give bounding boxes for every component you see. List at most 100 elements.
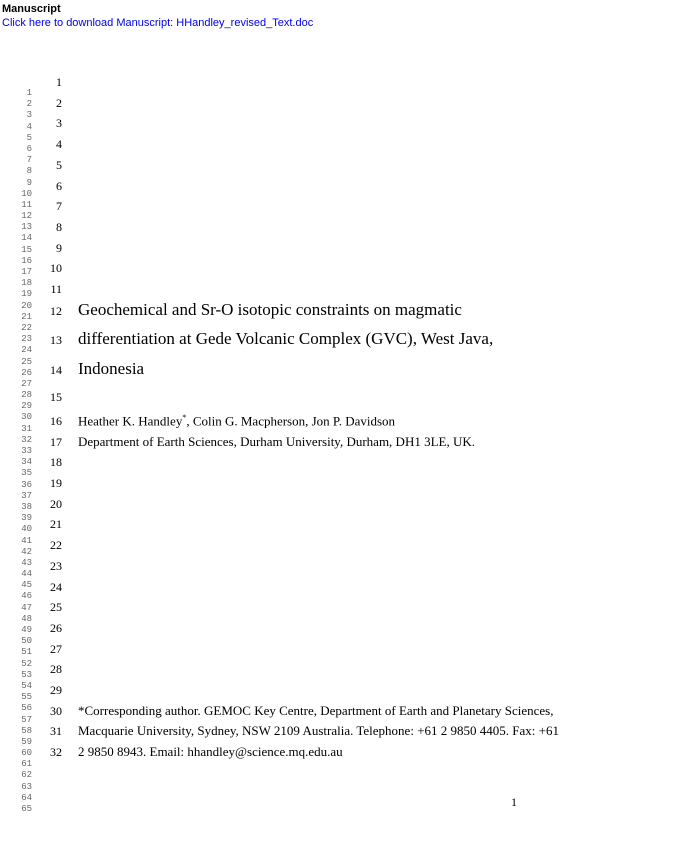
margin-line-num: 44 [0,569,35,580]
content-line: 10 [42,258,642,279]
content-line: 1 [42,72,642,93]
doc-line-number: 9 [42,238,62,259]
content-line: 19 [42,473,642,494]
margin-line-num: 50 [0,636,35,647]
margin-line-num: 7 [0,155,35,166]
body-line: Heather K. Handley*, Colin G. Macpherson… [62,408,395,432]
margin-line-num: 41 [0,536,35,547]
margin-line-num: 1 [0,88,35,99]
margin-line-num: 19 [0,289,35,300]
margin-line-num: 62 [0,770,35,781]
margin-line-num: 32 [0,435,35,446]
margin-line-num: 56 [0,703,35,714]
body-line: Department of Earth Sciences, Durham Uni… [62,432,475,453]
margin-line-num: 2 [0,99,35,110]
doc-line-number: 11 [42,279,62,300]
doc-line-number: 28 [42,659,62,680]
margin-line-num: 51 [0,647,35,658]
doc-line-number: 1 [42,72,62,93]
title-line: differentiation at Gede Volcanic Complex… [62,329,493,350]
margin-line-num: 39 [0,513,35,524]
doc-line-number: 12 [42,301,62,322]
margin-line-num: 53 [0,670,35,681]
margin-line-num: 42 [0,547,35,558]
doc-line-number: 14 [42,360,62,381]
doc-line-number: 30 [42,701,62,722]
margin-line-num: 38 [0,502,35,513]
doc-line-number: 23 [42,556,62,577]
body-line: 2 9850 8943. Email: hhandley@science.mq.… [62,742,343,763]
content-line: 17Department of Earth Sciences, Durham U… [42,432,642,453]
content-line: 22 [42,535,642,556]
doc-line-number: 4 [42,134,62,155]
document-content: 123456789101112Geochemical and Sr-O isot… [42,72,642,763]
manuscript-label: Manuscript [2,3,61,15]
margin-line-num: 48 [0,614,35,625]
margin-line-num: 34 [0,457,35,468]
content-line: 12Geochemical and Sr-O isotopic constrai… [42,300,642,322]
margin-line-num: 57 [0,715,35,726]
margin-line-num: 18 [0,278,35,289]
content-line: 15 [42,387,642,408]
margin-line-num: 60 [0,748,35,759]
content-line: 24 [42,577,642,598]
doc-line-number: 19 [42,473,62,494]
margin-line-num: 58 [0,726,35,737]
margin-line-num: 23 [0,334,35,345]
margin-line-num: 33 [0,446,35,457]
margin-line-num: 13 [0,222,35,233]
download-link[interactable]: Click here to download Manuscript: HHand… [2,17,313,29]
content-line: 4 [42,134,642,155]
margin-line-num: 9 [0,178,35,189]
content-line: 6 [42,176,642,197]
doc-line-number: 22 [42,535,62,556]
doc-line-number: 17 [42,432,62,453]
content-line: 27 [42,639,642,660]
doc-line-number: 25 [42,597,62,618]
content-line: 14Indonesia [42,359,642,381]
content-line: 26 [42,618,642,639]
margin-line-num: 28 [0,390,35,401]
margin-line-num: 64 [0,793,35,804]
content-line: 31Macquarie University, Sydney, NSW 2109… [42,721,642,742]
margin-line-num: 45 [0,580,35,591]
margin-line-num: 46 [0,591,35,602]
doc-line-number: 21 [42,514,62,535]
content-line: 11 [42,279,642,300]
margin-line-num: 59 [0,737,35,748]
content-line: 20 [42,494,642,515]
doc-line-number: 32 [42,742,62,763]
margin-line-num: 54 [0,681,35,692]
margin-line-num: 25 [0,357,35,368]
doc-line-number: 15 [42,387,62,408]
content-line: 23 [42,556,642,577]
content-line: 13differentiation at Gede Volcanic Compl… [42,329,642,351]
doc-line-number: 7 [42,196,62,217]
margin-line-num: 21 [0,312,35,323]
doc-line-number: 26 [42,618,62,639]
content-line: 7 [42,196,642,217]
content-line: 8 [42,217,642,238]
margin-line-num: 5 [0,133,35,144]
margin-line-num: 52 [0,659,35,670]
margin-line-num: 29 [0,401,35,412]
title-line: Indonesia [62,359,144,380]
margin-line-num: 14 [0,233,35,244]
doc-line-number: 2 [42,93,62,114]
content-line: 21 [42,514,642,535]
content-line: 30*Corresponding author. GEMOC Key Centr… [42,701,642,722]
content-line: 18 [42,452,642,473]
margin-line-num: 35 [0,468,35,479]
doc-line-number: 13 [42,330,62,351]
doc-line-number: 3 [42,113,62,134]
content-line: 5 [42,155,642,176]
margin-line-num: 12 [0,211,35,222]
doc-line-number: 27 [42,639,62,660]
margin-line-num: 40 [0,524,35,535]
doc-line-number: 5 [42,155,62,176]
margin-line-num: 65 [0,804,35,815]
doc-line-number: 18 [42,452,62,473]
content-line: 9 [42,238,642,259]
margin-line-num: 8 [0,166,35,177]
content-line: 16Heather K. Handley*, Colin G. Macphers… [42,408,642,432]
